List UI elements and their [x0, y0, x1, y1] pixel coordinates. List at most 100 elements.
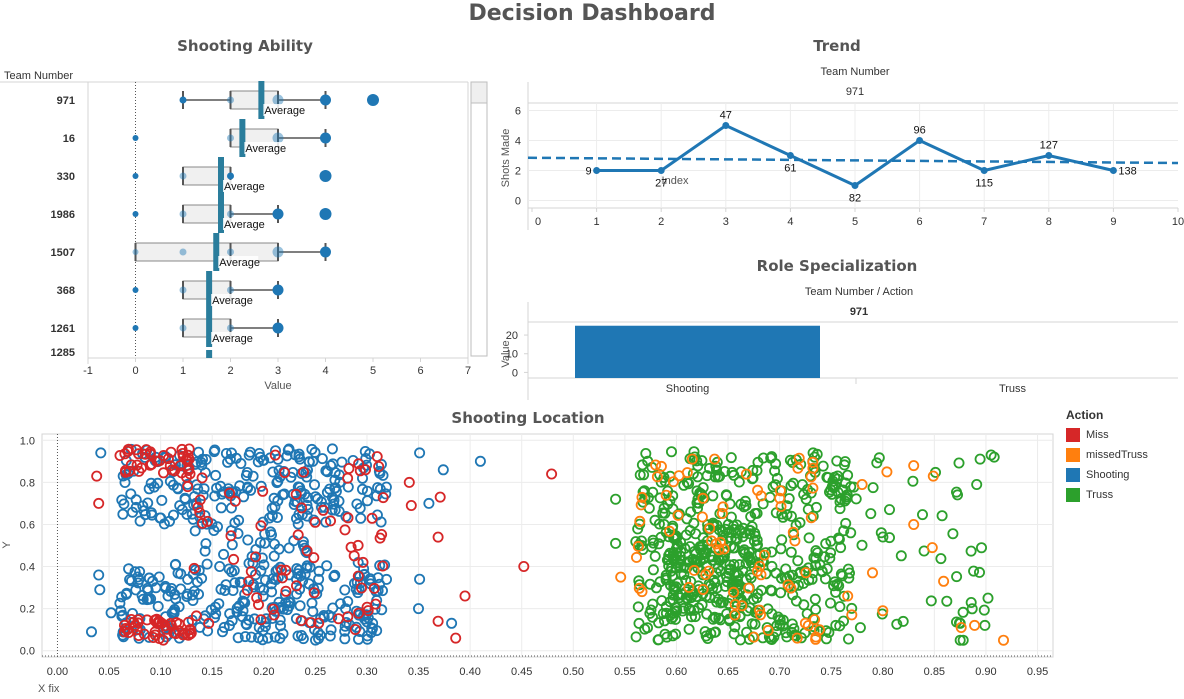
scatter-point	[132, 571, 144, 583]
average-line	[213, 233, 220, 271]
x-tick-label: 4	[787, 216, 793, 228]
scatter-point	[224, 608, 236, 620]
box-row-1507: 1507 Average	[51, 233, 331, 271]
box-row-368: 368 Average	[57, 271, 284, 309]
y-tick-label: 0	[512, 367, 518, 379]
scatter-point	[941, 595, 953, 607]
scatter-point	[969, 619, 981, 631]
scatter-point	[292, 481, 304, 493]
series-truss	[610, 446, 1000, 646]
scrollbar-track[interactable]	[470, 81, 488, 357]
scatter-point	[250, 551, 262, 563]
scatter-point	[143, 572, 155, 584]
scatter-point	[670, 628, 682, 640]
scatter-point	[740, 557, 752, 569]
scatter-point	[704, 522, 716, 534]
data-label: 138	[1118, 166, 1136, 178]
scatter-point	[165, 446, 177, 458]
scatter-point	[640, 447, 652, 459]
value-point	[272, 246, 284, 258]
scatter-point	[255, 520, 267, 532]
scatter-point	[265, 526, 277, 538]
scatter-point	[132, 614, 144, 626]
scatter-point	[728, 520, 740, 532]
scatter-point	[816, 566, 828, 578]
scatter-point	[717, 529, 729, 541]
scatter-point	[132, 617, 144, 629]
scatter-point	[291, 563, 303, 575]
scatter-point	[966, 603, 978, 615]
scatter-point	[158, 518, 170, 530]
scatter-point	[829, 480, 841, 492]
scatter-point	[854, 622, 866, 634]
scatter-frame	[41, 433, 1054, 658]
y-tick-label: 0.8	[20, 477, 35, 489]
scatter-point	[907, 475, 919, 487]
scatter-point	[371, 490, 383, 502]
scatter-point	[965, 545, 977, 557]
scatter-point	[713, 544, 725, 556]
scatter-point	[218, 486, 230, 498]
scatter-point	[743, 546, 755, 558]
scatter-point	[131, 624, 143, 636]
scatter-point	[243, 449, 255, 461]
scatter-point	[835, 568, 847, 580]
scatter-point	[280, 585, 292, 597]
scatter-point	[717, 501, 729, 513]
average-label-bg	[218, 256, 259, 268]
scatter-point	[257, 485, 269, 497]
value-point	[272, 132, 284, 144]
scatter-point	[192, 446, 204, 458]
scatter-point	[634, 469, 646, 481]
scatter-point	[667, 476, 679, 488]
box-row-330: 330 Average	[57, 157, 332, 195]
scatter-point	[145, 507, 157, 519]
legend-item-shooting[interactable]: Shooting	[1066, 465, 1148, 485]
scatter-point	[326, 443, 338, 455]
scatter-point	[792, 462, 804, 474]
scatter-point	[731, 579, 743, 591]
scatter-point	[737, 599, 749, 611]
scatter-point	[343, 463, 355, 475]
scatter-point	[242, 481, 254, 493]
scatter-point	[710, 567, 722, 579]
scatter-point	[751, 565, 763, 577]
scatter-point	[634, 515, 646, 527]
scatter-point	[135, 462, 147, 474]
scatter-point	[309, 516, 321, 528]
scatter-point	[791, 632, 803, 644]
scrollbar-thumb[interactable]	[470, 81, 488, 104]
scatter-point	[745, 525, 757, 537]
scatter-point	[798, 577, 810, 589]
scatter-point	[926, 542, 938, 554]
scatter-point	[229, 577, 241, 589]
scatter-point	[353, 458, 365, 470]
scatter-point	[446, 617, 458, 629]
scatter-point	[170, 558, 182, 570]
value-point	[227, 172, 234, 180]
scatter-point	[845, 527, 857, 539]
scatter-point	[332, 613, 344, 625]
scatter-point	[762, 624, 774, 636]
scatter-point	[356, 483, 368, 495]
scatter-point	[432, 615, 444, 627]
scatter-point	[632, 523, 644, 535]
scatter-point	[660, 569, 672, 581]
legend-item-truss[interactable]: Truss	[1066, 485, 1148, 505]
legend-item-missedtruss[interactable]: missedTruss	[1066, 445, 1148, 465]
scatter-point	[697, 482, 709, 494]
legend-item-miss[interactable]: Miss	[1066, 425, 1148, 445]
scatter-point	[651, 471, 663, 483]
scatter-point	[123, 563, 135, 575]
scatter-point	[840, 491, 852, 503]
scatter-point	[706, 535, 718, 547]
scatter-point	[295, 487, 307, 499]
scatter-point	[405, 500, 417, 512]
scatter-point	[635, 499, 647, 511]
scatter-point	[716, 508, 728, 520]
box-row-1261: 1261 Average	[51, 309, 284, 347]
scatter-point	[721, 570, 733, 582]
scatter-point	[133, 629, 145, 641]
scatter-point	[968, 565, 980, 577]
category-label: Shooting	[666, 383, 709, 395]
